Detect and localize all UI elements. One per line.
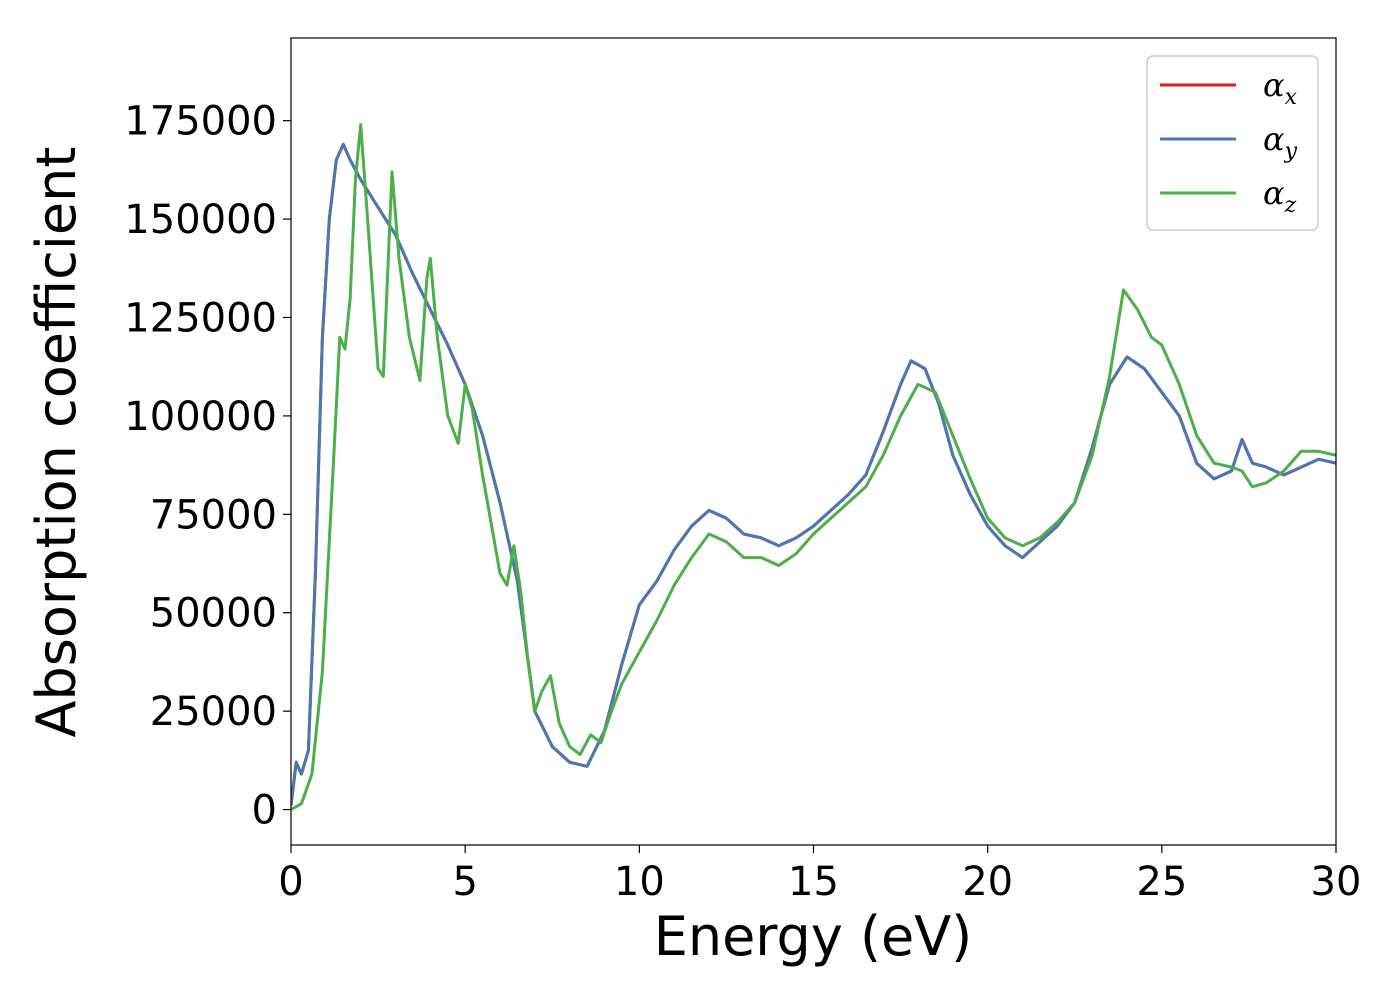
series-lines [291, 123, 1336, 811]
x-tick-label: 25 [1136, 859, 1187, 905]
series-line-z [291, 123, 1336, 811]
x-tick-label: 10 [614, 859, 665, 905]
y-tick-label: 50000 [150, 591, 277, 637]
axis-ticks: 0 5 10 15 20 25 30 0 25000 50000 75000 100000 125000… [124, 99, 1361, 905]
x-tick-label: 30 [1311, 859, 1362, 905]
legend-label-z: αz [1263, 174, 1297, 218]
x-tick-label: 0 [278, 859, 303, 905]
x-tick-label: 20 [962, 859, 1013, 905]
legend-label-y: αy [1263, 120, 1298, 164]
y-tick-label: 25000 [150, 689, 277, 735]
x-axis-label: Energy (eV) [654, 905, 973, 968]
y-tick-label: 150000 [124, 197, 277, 243]
legend-box [1146, 55, 1319, 231]
legend-label-x: αx [1263, 66, 1298, 110]
x-tick-label: 15 [788, 859, 839, 905]
series-line-x [291, 142, 1336, 806]
y-tick-label: 0 [252, 788, 277, 834]
y-tick-label: 175000 [124, 99, 277, 145]
x-tick-label: 5 [452, 859, 477, 905]
y-tick-label: 125000 [124, 295, 277, 341]
legend: αx αy αz [1146, 55, 1319, 231]
y-axis-label: Absorption coefficient [25, 147, 88, 738]
y-tick-label: 100000 [124, 394, 277, 440]
y-tick-label: 75000 [150, 492, 277, 538]
series-line-y [291, 142, 1336, 806]
